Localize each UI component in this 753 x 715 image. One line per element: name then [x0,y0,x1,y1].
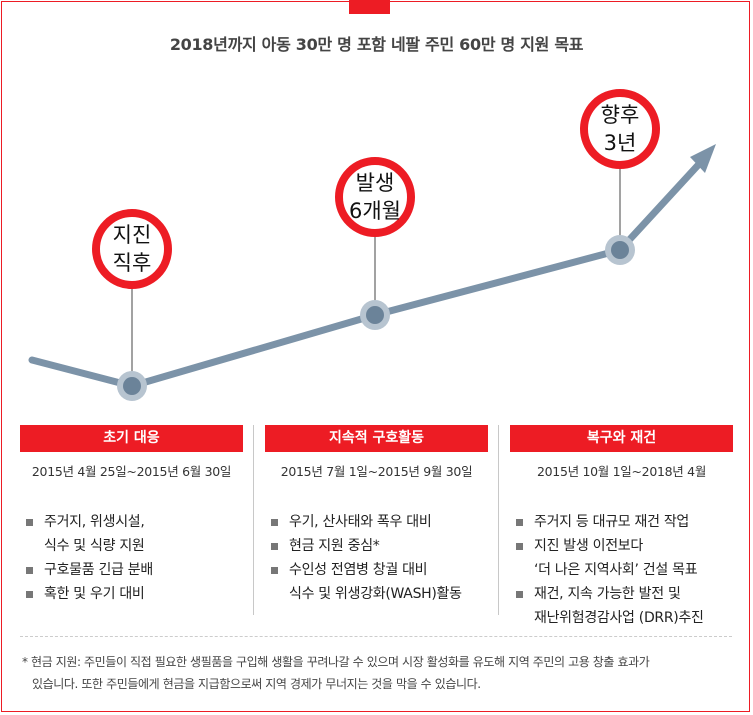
list-item: 주거지 등 대규모 재건 작업 [516,510,738,534]
timeline-diagram [28,89,716,401]
list-item-line1: 재건, 지속 가능한 발전 및 [534,586,681,602]
list-item: 현금 지원 중심* [271,534,493,558]
phase-dates-3: 2015년 10월 1일~2018년 4월 [536,464,707,479]
milestone-label-2: 발생 6개월 [335,169,415,225]
list-item-line1: 혹한 및 우기 대비 [44,586,145,602]
square-bullet-icon [516,519,523,526]
list-item: 주거지, 위생시설, 식수 및 식량 지원 [26,510,248,558]
square-bullet-icon [516,543,523,550]
footnote-line2: 있습니다. 또한 주민들에게 현금을 지급함으로써 지역 경제가 무너지는 것을… [32,677,481,691]
list-item: 수인성 전염병 창궐 대비 식수 및 위생강화(WASH)활동 [271,558,493,606]
phase-title-initial-response: 초기 대응 [20,425,243,452]
phase-dates-1: 2015년 4월 25일~2015년 6월 30일 [31,464,232,479]
list-item-line2: 식수 및 식량 지원 [44,538,145,554]
milestone-1-line1: 지진 [112,223,152,247]
list-item-line2: ‘더 나은 지역사회’ 건설 목표 [534,562,698,578]
square-bullet-icon [271,519,278,526]
list-item: 재건, 지속 가능한 발전 및 재난위험경감사업 (DRR)추진 [516,582,738,630]
timeline-node-2 [360,300,390,330]
milestone-2-line2: 6개월 [348,199,401,223]
milestone-label-3: 향후 3년 [580,101,660,157]
milestone-3-line1: 향후 [600,103,640,127]
square-bullet-icon [271,567,278,574]
square-bullet-icon [26,519,33,526]
milestone-ring-2 [335,157,415,237]
list-item-line2: 재난위험경감사업 (DRR)추진 [534,610,704,626]
list-item: 혹한 및 우기 대비 [26,582,248,606]
list-item-line1: 우기, 산사태와 폭우 대비 [289,514,432,530]
list-item: 우기, 산사태와 폭우 대비 [271,510,493,534]
column-divider-2 [498,425,499,615]
list-item: 구호물품 긴급 분배 [26,558,248,582]
list-item-line1: 지진 발생 이전보다 [534,538,643,554]
top-red-tab [349,0,390,14]
list-item-line1: 구호물품 긴급 분배 [44,562,153,578]
list-item-line2: 식수 및 위생강화(WASH)활동 [289,586,462,602]
square-bullet-icon [26,591,33,598]
column-divider-1 [253,425,254,615]
phase-2-list: 우기, 산사태와 폭우 대비 현금 지원 중심* 수인성 전염병 창궐 대비 식… [271,510,493,606]
footnote-separator [20,636,732,637]
timeline-node-1 [117,371,147,401]
list-item-line1: 수인성 전염병 창궐 대비 [289,562,428,578]
list-item-line1: 주거지 등 대규모 재건 작업 [534,514,689,530]
phase-dates-2: 2015년 7월 1일~2015년 9월 30일 [280,464,473,479]
phase-3-list: 주거지 등 대규모 재건 작업 지진 발생 이전보다 ‘더 나은 지역사회’ 건… [516,510,738,630]
milestone-ring-1 [92,209,172,289]
list-item-line1: 주거지, 위생시설, [44,514,145,530]
timeline-node-3 [605,235,635,265]
milestone-1-line2: 직후 [112,251,152,275]
phase-title-recovery: 복구와 재건 [510,425,733,452]
trend-arrowhead [690,144,716,173]
footnote: * 현금 지원: 주민들이 직접 필요한 생필품을 구입해 생활을 꾸려나갈 수… [22,651,734,695]
page-title: 2018년까지 아동 30만 명 포함 네팔 주민 60만 명 지원 목표 [169,35,584,54]
list-item-line1: 현금 지원 중심* [289,538,380,554]
phase-1-list: 주거지, 위생시설, 식수 및 식량 지원 구호물품 긴급 분배 혹한 및 우기… [26,510,248,606]
square-bullet-icon [271,543,278,550]
milestone-label-1: 지진 직후 [92,221,172,277]
phase-title-continued-relief: 지속적 구호활동 [265,425,488,452]
milestone-3-line2: 3년 [603,131,637,155]
footnote-line1: * 현금 지원: 주민들이 직접 필요한 생필품을 구입해 생활을 꾸려나갈 수… [22,655,650,669]
square-bullet-icon [516,591,523,598]
list-item: 지진 발생 이전보다 ‘더 나은 지역사회’ 건설 목표 [516,534,738,582]
milestone-2-line1: 발생 [355,171,395,195]
square-bullet-icon [26,567,33,574]
milestone-ring-3 [580,89,660,169]
